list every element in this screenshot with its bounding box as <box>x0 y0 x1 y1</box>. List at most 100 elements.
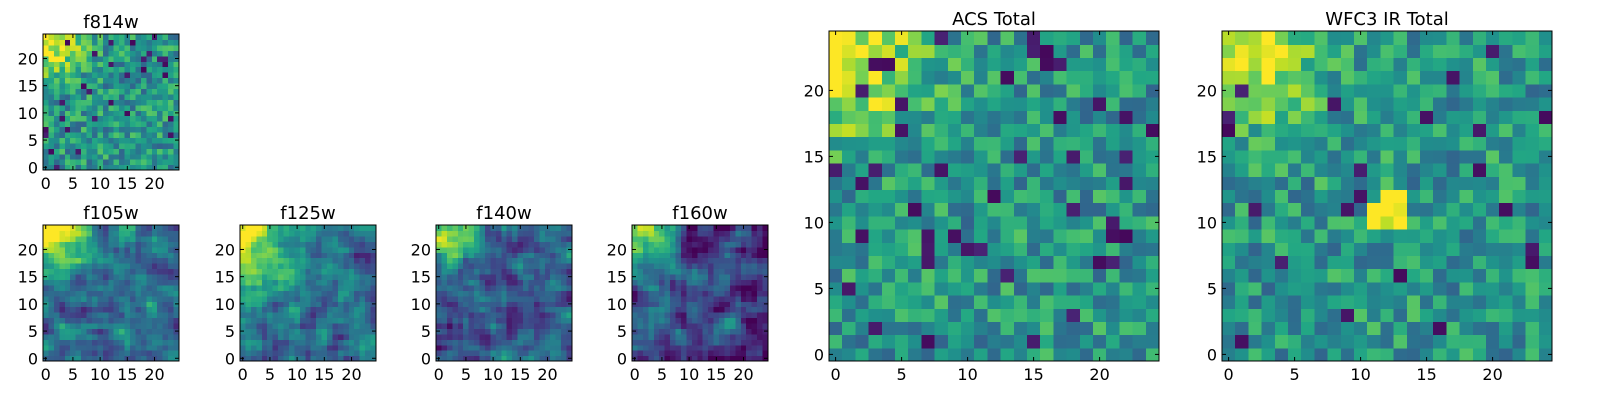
heatmap-cell <box>108 137 115 144</box>
heatmap-cell <box>140 344 147 351</box>
heatmap-cell <box>108 159 115 166</box>
heatmap-cell <box>1380 163 1395 177</box>
heatmap-cell <box>1145 308 1160 322</box>
heatmap-cell <box>855 242 870 256</box>
heatmap-cell <box>288 333 295 340</box>
heatmap-cell <box>708 252 715 259</box>
heatmap-cell <box>151 142 158 149</box>
heatmap-cell <box>1354 163 1368 177</box>
heatmap-cell <box>146 306 153 313</box>
heatmap-cell <box>261 322 268 329</box>
heatmap-cell <box>740 290 747 297</box>
heatmap-cell <box>1301 215 1315 230</box>
heatmap-cell <box>1261 229 1276 243</box>
heatmap-cell <box>1340 31 1355 45</box>
heatmap-cell <box>108 355 115 362</box>
heatmap-cell <box>468 295 475 302</box>
heatmap-cell <box>1327 242 1342 256</box>
heatmap-cell <box>119 235 126 242</box>
heatmap-cell <box>299 225 306 232</box>
heatmap-cell <box>140 257 147 264</box>
heatmap-cell <box>173 131 180 138</box>
heatmap-cell <box>294 284 301 291</box>
heatmap-cell <box>310 333 317 340</box>
heatmap-cell <box>762 306 769 313</box>
heatmap-cell <box>686 268 693 275</box>
heatmap-cell <box>550 306 557 313</box>
heatmap-cell <box>130 110 137 117</box>
heatmap-cell <box>691 333 698 340</box>
heatmap-cell <box>566 279 573 286</box>
heatmap-cell <box>1013 242 1028 256</box>
heatmap-cell <box>947 44 962 58</box>
heatmap-cell <box>86 104 93 111</box>
heatmap-cell <box>48 159 55 166</box>
heatmap-cell <box>108 34 115 41</box>
heatmap-cell <box>680 295 687 302</box>
x-tick-label: 20 <box>537 365 557 384</box>
heatmap-cell <box>762 333 769 340</box>
heatmap-cell <box>1367 57 1381 72</box>
heatmap-cell <box>495 230 502 237</box>
heatmap-cell <box>680 273 687 280</box>
heatmap-cell <box>523 225 530 232</box>
heatmap-cell <box>713 230 720 237</box>
heatmap-cell <box>868 268 883 283</box>
heatmap-cell <box>91 153 98 160</box>
heatmap-cell <box>724 339 731 346</box>
heatmap-cell <box>1367 229 1381 243</box>
heatmap-cell <box>348 322 355 329</box>
heatmap-cell <box>299 306 306 313</box>
heatmap-cell <box>566 344 573 351</box>
heatmap-cell <box>151 328 158 335</box>
heatmap-cell <box>1499 110 1513 124</box>
heatmap-cell <box>523 344 530 351</box>
heatmap-cell <box>113 333 120 340</box>
heatmap-cell <box>934 163 949 177</box>
heatmap-cell <box>140 339 147 346</box>
heatmap-cell <box>354 225 361 232</box>
heatmap-cell <box>740 279 747 286</box>
heatmap-cell <box>1420 31 1434 45</box>
heatmap-cell <box>70 322 77 329</box>
heatmap-cell <box>91 322 98 329</box>
heatmap-cell <box>278 257 285 264</box>
heatmap-cell <box>81 110 88 117</box>
heatmap-cell <box>173 257 180 264</box>
heatmap-cell <box>75 284 82 291</box>
heatmap-cell <box>1274 229 1289 243</box>
heatmap-cell <box>48 317 55 324</box>
heatmap-cell <box>299 268 306 275</box>
heatmap-cell <box>327 301 334 308</box>
heatmap-cell <box>348 350 355 357</box>
heatmap-cell <box>168 301 175 308</box>
heatmap-cell <box>1288 189 1302 204</box>
heatmap-cell <box>64 115 71 122</box>
heatmap-cell <box>855 295 870 309</box>
heatmap-cell <box>173 290 180 297</box>
heatmap-cell <box>1235 97 1249 111</box>
heatmap-cell <box>97 93 104 100</box>
heatmap-cell <box>140 159 147 166</box>
heatmap-cell <box>436 350 443 357</box>
heatmap-cell <box>1538 163 1553 177</box>
heatmap-cell <box>550 328 557 335</box>
heatmap-cell <box>130 77 137 84</box>
heatmap-cell <box>987 308 1002 322</box>
heatmap-cell <box>1145 189 1160 204</box>
heatmap-cell <box>441 295 448 302</box>
heatmap-cell <box>337 328 344 335</box>
heatmap-cell <box>327 230 334 237</box>
heatmap-cell <box>1013 255 1028 270</box>
heatmap-cell <box>1406 189 1421 204</box>
heatmap-cell <box>1486 215 1500 230</box>
heatmap-cell <box>517 290 524 297</box>
heatmap-cell <box>1472 215 1487 230</box>
heatmap-cell <box>757 246 764 253</box>
heatmap-cell <box>1433 242 1447 256</box>
heatmap-cell <box>561 339 568 346</box>
heatmap-cell <box>43 131 50 138</box>
heatmap-cell <box>97 350 104 357</box>
heatmap-cell <box>484 344 491 351</box>
heatmap-cell <box>146 61 153 68</box>
